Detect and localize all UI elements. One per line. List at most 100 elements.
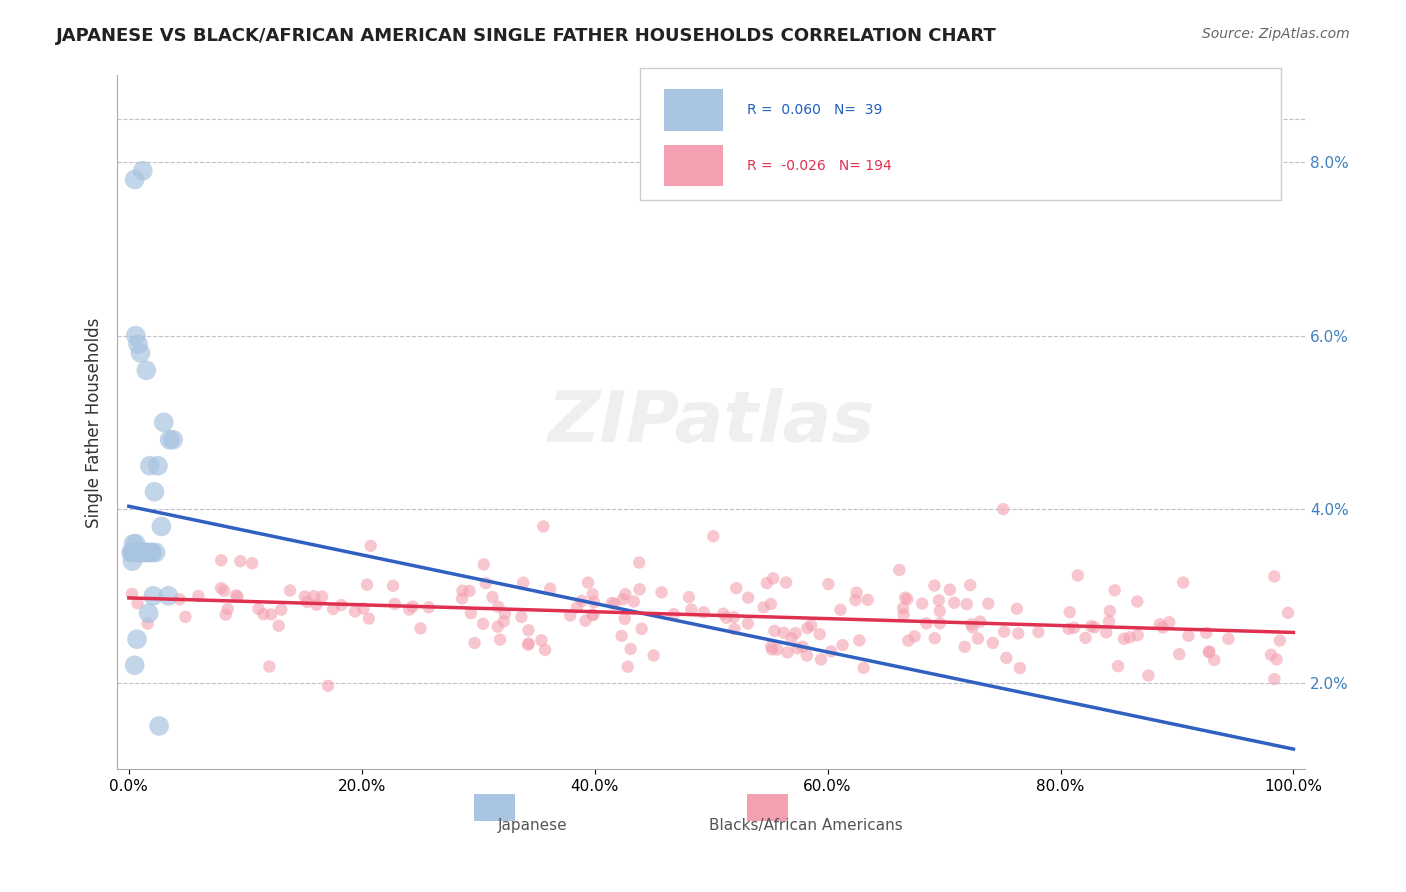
Japanese: [148, 719, 170, 733]
Blacks/African Americans: [267, 619, 290, 633]
Blacks/African Americans: [1059, 605, 1081, 619]
Blacks/African Americans: [620, 641, 643, 656]
Blacks/African Americans: [517, 624, 540, 638]
Blacks/African Americans: [830, 603, 852, 617]
Japanese: [125, 545, 148, 559]
Blacks/African Americans: [810, 652, 832, 666]
Japanese: [157, 589, 180, 603]
Text: R =  0.060   N=  39: R = 0.060 N= 39: [747, 103, 882, 117]
Blacks/African Americans: [316, 679, 339, 693]
Y-axis label: Single Father Households: Single Father Households: [86, 318, 103, 527]
Blacks/African Americans: [928, 593, 950, 607]
Blacks/African Americans: [1098, 604, 1121, 618]
Blacks/African Americans: [510, 610, 533, 624]
Blacks/African Americans: [662, 607, 685, 622]
Blacks/African Americans: [897, 633, 920, 648]
Blacks/African Americans: [1137, 668, 1160, 682]
Blacks/African Americans: [1104, 583, 1126, 598]
Blacks/African Americans: [1028, 625, 1050, 640]
Blacks/African Americans: [759, 597, 782, 611]
Blacks/African Americans: [723, 622, 745, 636]
Japanese: [146, 458, 169, 473]
Blacks/African Americans: [409, 621, 432, 635]
Blacks/African Americans: [464, 636, 486, 650]
Blacks/African Americans: [1168, 647, 1191, 661]
Blacks/African Americans: [489, 632, 512, 647]
Blacks/African Americans: [723, 610, 745, 624]
Blacks/African Americans: [1126, 628, 1149, 642]
Blacks/African Americans: [398, 602, 420, 616]
Blacks/African Americans: [311, 590, 333, 604]
Blacks/African Americans: [330, 598, 353, 612]
Blacks/African Americans: [915, 616, 938, 631]
Blacks/African Americans: [322, 602, 344, 616]
Text: Japanese: Japanese: [498, 818, 568, 833]
Blacks/African Americans: [891, 601, 914, 615]
Blacks/African Americans: [780, 631, 803, 645]
Blacks/African Americans: [486, 599, 509, 614]
Blacks/African Americans: [856, 592, 879, 607]
Blacks/African Americans: [401, 599, 423, 614]
Blacks/African Americans: [702, 529, 724, 543]
Blacks/African Americans: [1159, 615, 1181, 629]
Blacks/African Americans: [259, 659, 281, 673]
Japanese: [162, 433, 184, 447]
Blacks/African Americans: [294, 590, 316, 604]
Blacks/African Americans: [792, 640, 814, 654]
Blacks/African Americans: [451, 583, 474, 598]
Blacks/African Americans: [1263, 569, 1285, 583]
Japanese: [124, 658, 146, 673]
Blacks/African Americans: [1067, 568, 1090, 582]
Japanese: [124, 172, 146, 186]
Blacks/African Americans: [956, 597, 979, 611]
Blacks/African Americans: [169, 592, 191, 607]
Bar: [747, 794, 789, 822]
Blacks/African Americans: [252, 607, 274, 621]
Blacks/African Americans: [1173, 575, 1195, 590]
Blacks/African Americans: [571, 594, 593, 608]
Blacks/African Americans: [486, 620, 509, 634]
Blacks/African Americans: [960, 617, 983, 632]
Blacks/African Americans: [889, 563, 911, 577]
Blacks/African Americans: [225, 588, 247, 602]
Blacks/African Americans: [212, 583, 235, 598]
Blacks/African Americans: [305, 598, 328, 612]
Blacks/African Americans: [716, 611, 738, 625]
Japanese: [127, 545, 149, 559]
Blacks/African Americans: [600, 596, 623, 610]
Blacks/African Americans: [278, 583, 301, 598]
Blacks/African Americans: [472, 616, 495, 631]
Blacks/African Americans: [1098, 615, 1121, 629]
Blacks/African Americans: [344, 604, 367, 618]
Japanese: [129, 346, 152, 360]
Blacks/African Americans: [240, 556, 263, 570]
Blacks/African Americans: [418, 600, 440, 615]
Bar: [664, 145, 723, 186]
Japanese: [139, 458, 162, 473]
Blacks/African Americans: [737, 616, 759, 631]
Blacks/African Americans: [785, 626, 807, 640]
Text: Blacks/African Americans: Blacks/African Americans: [709, 818, 903, 833]
Blacks/African Americans: [517, 638, 540, 652]
Blacks/African Americans: [270, 602, 292, 616]
Blacks/African Americans: [1198, 644, 1220, 658]
Text: JAPANESE VS BLACK/AFRICAN AMERICAN SINGLE FATHER HOUSEHOLDS CORRELATION CHART: JAPANESE VS BLACK/AFRICAN AMERICAN SINGL…: [56, 27, 997, 45]
Blacks/African Americans: [628, 582, 651, 597]
Blacks/African Americans: [1112, 632, 1135, 646]
Japanese: [121, 554, 143, 568]
Blacks/African Americans: [531, 519, 554, 533]
Blacks/African Americans: [174, 609, 197, 624]
Blacks/African Americans: [991, 502, 1014, 516]
Blacks/African Americans: [993, 624, 1015, 639]
Blacks/African Americans: [560, 608, 582, 623]
Japanese: [124, 545, 146, 559]
Blacks/African Americans: [848, 633, 870, 648]
Japanese: [131, 545, 153, 559]
Blacks/African Americans: [761, 642, 783, 657]
Blacks/African Americans: [928, 604, 950, 618]
Blacks/African Americans: [1057, 622, 1080, 636]
Blacks/African Americans: [603, 597, 626, 611]
Blacks/African Americans: [356, 577, 378, 591]
Japanese: [143, 484, 166, 499]
Blacks/African Americans: [352, 601, 374, 615]
